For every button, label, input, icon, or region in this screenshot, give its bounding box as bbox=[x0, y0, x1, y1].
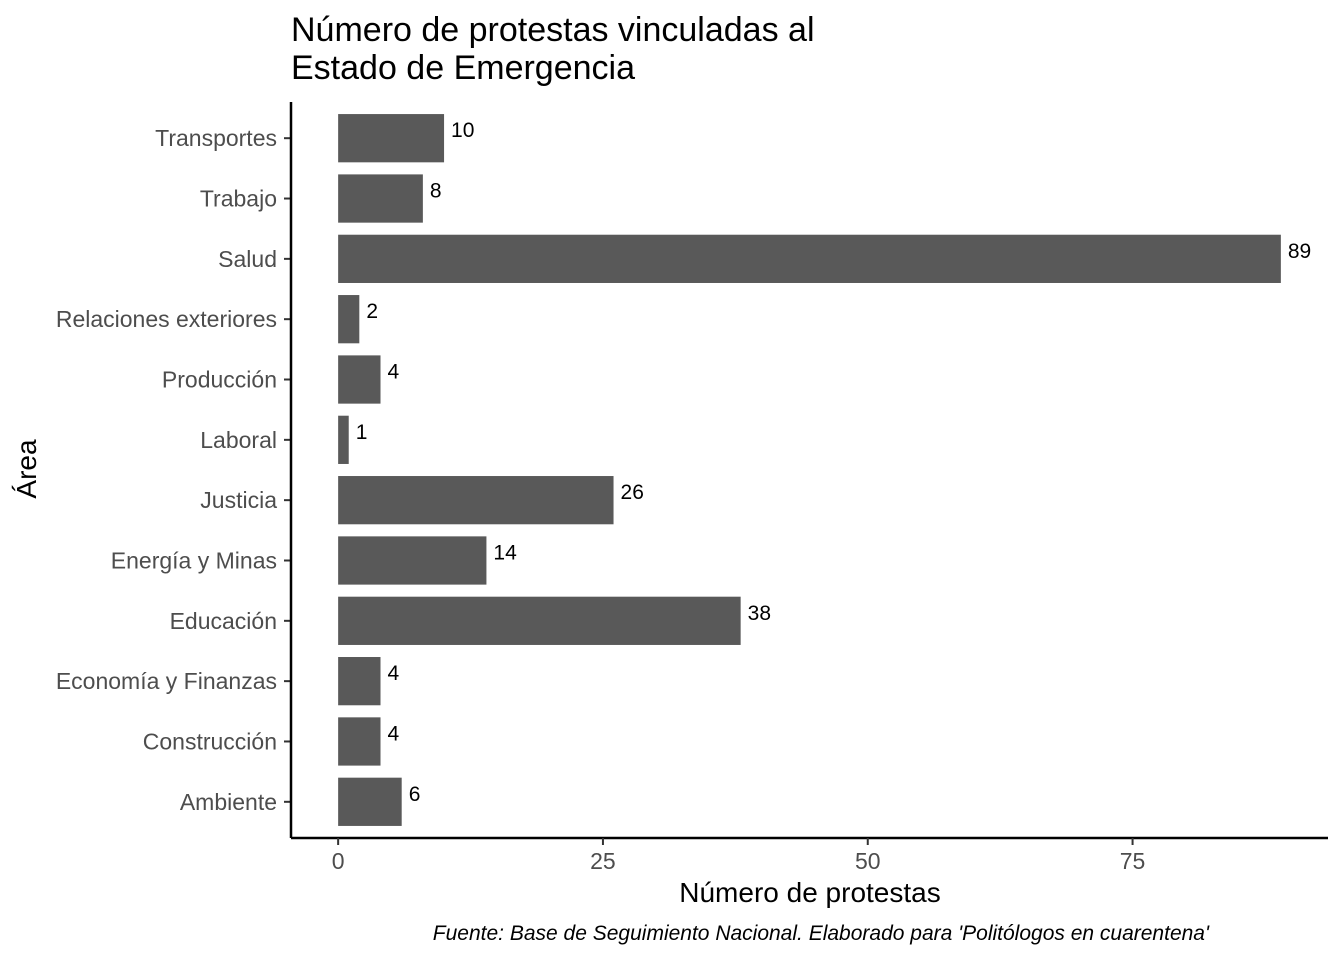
x-tick-label: 50 bbox=[855, 848, 881, 874]
x-tick-label: 25 bbox=[590, 848, 616, 874]
value-labels-layer: 10 8 89 2 4 1 26 14 38 4 4 6 bbox=[356, 119, 1311, 806]
bar-value-label: 14 bbox=[493, 541, 517, 564]
bar bbox=[338, 536, 487, 585]
bar bbox=[338, 174, 423, 223]
bar-value-label: 1 bbox=[356, 421, 368, 444]
bar bbox=[338, 657, 381, 706]
y-tick-label: Justicia bbox=[200, 487, 277, 513]
bar bbox=[338, 114, 445, 163]
bar bbox=[338, 234, 1281, 283]
bar-value-label: 89 bbox=[1288, 240, 1311, 263]
x-tick-label: 0 bbox=[332, 848, 345, 874]
x-axis-title: Número de protestas bbox=[679, 877, 940, 908]
bar-value-label: 6 bbox=[409, 783, 421, 806]
x-tick-label: 75 bbox=[1120, 848, 1146, 874]
y-tick-label: Relaciones exteriores bbox=[56, 306, 277, 332]
y-axis: Transportes Trabajo Salud Relaciones exteri… bbox=[56, 102, 293, 838]
bar bbox=[338, 596, 741, 645]
bar-value-label: 4 bbox=[388, 662, 400, 685]
chart-title-line-2: Estado de Emergencia bbox=[291, 49, 635, 87]
bar-value-label: 26 bbox=[621, 481, 644, 504]
bar bbox=[338, 355, 381, 404]
y-tick-label: Construcción bbox=[143, 728, 277, 754]
bars-layer bbox=[338, 114, 1281, 826]
bar-value-label: 2 bbox=[366, 300, 378, 323]
bar bbox=[338, 295, 360, 344]
bar bbox=[338, 476, 614, 525]
y-tick-label: Laboral bbox=[200, 427, 277, 453]
bar-value-label: 4 bbox=[388, 361, 400, 384]
bar-value-label: 10 bbox=[451, 119, 474, 142]
y-tick-label: Economía y Finanzas bbox=[56, 668, 277, 694]
y-axis-title: Área bbox=[11, 439, 42, 499]
chart-title: Número de protestas vinculadas al Estado… bbox=[291, 11, 815, 87]
bar-value-label: 4 bbox=[388, 722, 400, 745]
y-tick-label: Salud bbox=[218, 246, 277, 272]
chart-caption: Fuente: Base de Seguimiento Nacional. El… bbox=[433, 922, 1210, 945]
y-tick-label: Energía y Minas bbox=[111, 547, 277, 573]
y-tick-label: Trabajo bbox=[200, 186, 277, 212]
y-tick-label: Ambiente bbox=[180, 789, 277, 815]
chart-title-line-1: Número de protestas vinculadas al bbox=[291, 11, 815, 49]
bar-value-label: 8 bbox=[430, 180, 442, 203]
bar bbox=[338, 777, 402, 826]
y-tick-label: Producción bbox=[162, 367, 277, 393]
bar bbox=[338, 717, 381, 766]
y-tick-label: Educación bbox=[170, 608, 277, 634]
bar-value-label: 38 bbox=[748, 602, 771, 625]
x-axis: 0 25 50 75 bbox=[291, 836, 1328, 874]
y-tick-label: Transportes bbox=[155, 125, 277, 151]
bar bbox=[338, 415, 349, 464]
